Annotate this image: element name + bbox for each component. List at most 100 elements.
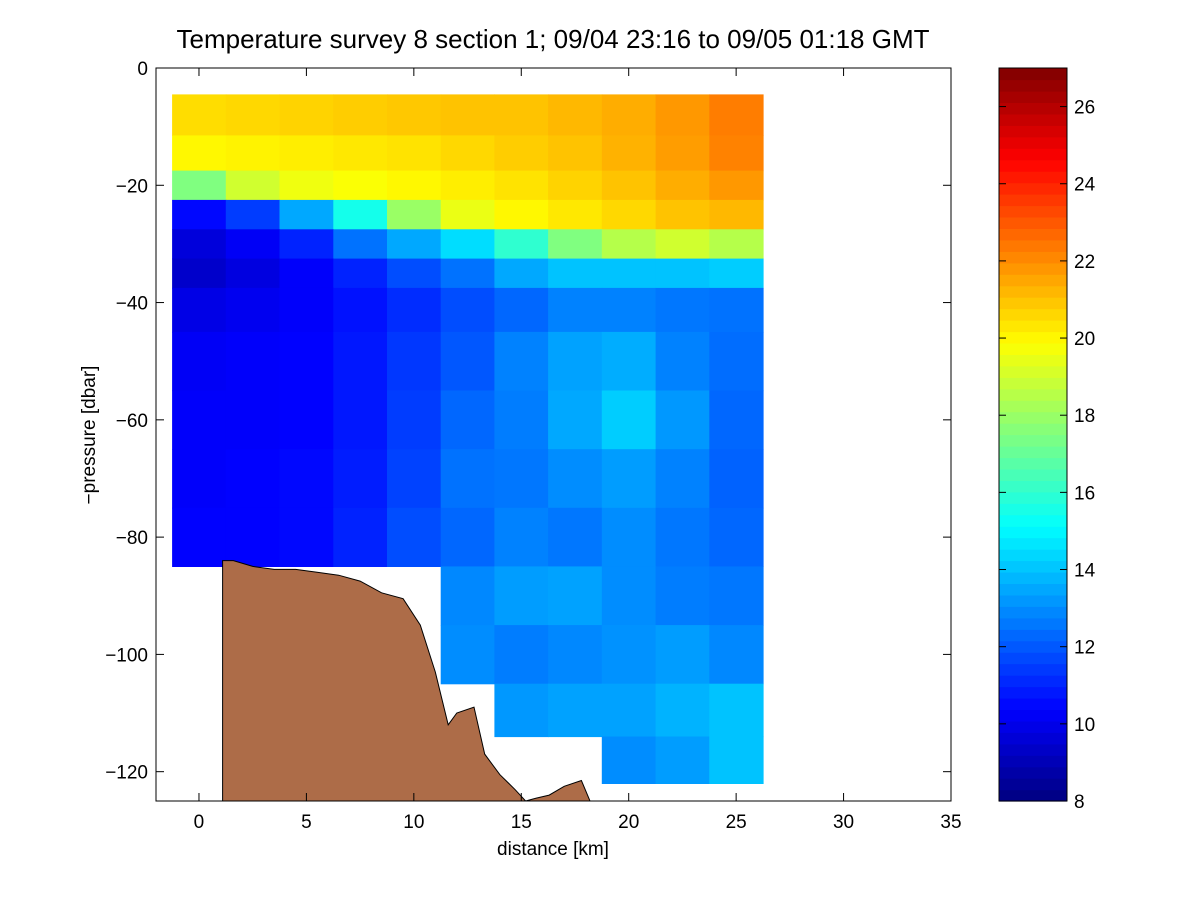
temperature-cell (601, 170, 657, 201)
colorbar-band (999, 652, 1067, 665)
temperature-cell (440, 135, 495, 172)
colorbar-bands (999, 68, 1067, 802)
temperature-cell (601, 566, 657, 626)
chart-title: Temperature survey 8 section 1; 09/04 23… (177, 24, 930, 54)
temperature-cell (655, 94, 710, 136)
temperature-cell (172, 135, 227, 172)
colorbar-band (999, 136, 1067, 149)
y-axis-ticks: 0 −20 −40 −60 −80 −100 −120 (105, 59, 951, 784)
colorbar-band (999, 697, 1067, 710)
temperature-cell (387, 287, 442, 333)
colorbar-band (999, 766, 1067, 779)
colorbar-band (999, 228, 1067, 241)
colorbar-band (999, 297, 1067, 310)
colorbar-band (999, 68, 1067, 81)
colorbar-band (999, 102, 1067, 115)
temperature-cell (387, 229, 442, 260)
x-axis-ticks: 0 5 10 15 20 25 30 35 (194, 68, 962, 833)
temperature-cell (601, 229, 657, 260)
colorbar-band (999, 308, 1067, 321)
colorbar-band (999, 423, 1067, 436)
plot-area: 0 5 10 15 20 25 30 35 0 −20 −40 −60 −80 −100 −120 (105, 59, 961, 833)
colorbar-band (999, 537, 1067, 550)
temperature-cell (225, 199, 281, 230)
temperature-cell (709, 229, 764, 260)
colorbar-band (999, 205, 1067, 218)
temperature-cell (440, 331, 495, 392)
temperature-cell (333, 331, 388, 392)
temperature-cell (709, 390, 764, 450)
temperature-cell (279, 331, 334, 392)
temperature-cell (655, 258, 710, 289)
colorbar-band (999, 743, 1067, 756)
temperature-cell (279, 135, 334, 172)
colorbar-band (999, 755, 1067, 768)
temperature-cell (709, 331, 764, 392)
temperature-cell (548, 199, 603, 230)
temperature-cell (601, 94, 657, 136)
temperature-cell (655, 135, 710, 172)
temperature-cell (172, 390, 227, 450)
temperature-cell (494, 229, 549, 260)
temperature-cell (601, 331, 657, 392)
colorbar-band (999, 594, 1067, 607)
colorbar-band (999, 251, 1067, 264)
colorbar-band (999, 331, 1067, 344)
temperature-cell (655, 287, 710, 333)
temperature-cell (279, 229, 334, 260)
colorbar-band (999, 342, 1067, 355)
temperature-cell (440, 199, 495, 230)
colorbar-band (999, 400, 1067, 413)
temperature-cell (709, 625, 764, 685)
colorbar-band (999, 514, 1067, 527)
temperature-cell (225, 170, 281, 201)
temperature-cell (279, 449, 334, 509)
temperature-cell (333, 507, 388, 567)
temperature-cell (387, 258, 442, 289)
temperature-cell (709, 199, 764, 230)
temperature-cell (494, 170, 549, 201)
x-tick-label: 25 (726, 812, 747, 833)
colorbar-band (999, 491, 1067, 504)
colorbar-band (999, 468, 1067, 481)
colorbar-band (999, 617, 1067, 630)
temperature-cell (172, 94, 227, 136)
y-tick-label: −20 (116, 176, 148, 197)
temperature-cell (333, 390, 388, 450)
temperature-cell (548, 390, 603, 450)
colorbar-band (999, 629, 1067, 642)
temperature-cell (172, 258, 227, 289)
temperature-cell (601, 683, 657, 738)
temperature-cell (279, 390, 334, 450)
colorbar-band (999, 606, 1067, 619)
temperature-cell (440, 507, 495, 567)
y-tick-label: −60 (116, 411, 148, 432)
colorbar-band (999, 789, 1067, 802)
temperature-cell (333, 135, 388, 172)
temperature-cell (440, 287, 495, 333)
temperature-cell (387, 390, 442, 450)
colorbar-band (999, 354, 1067, 367)
temperature-cell (387, 135, 442, 172)
seafloor-layer (222, 560, 591, 801)
temperature-cell (655, 390, 710, 450)
colorbar-frame (998, 67, 1068, 802)
colorbar-band (999, 434, 1067, 447)
temperature-cell (387, 507, 442, 567)
temperature-cell (655, 566, 710, 626)
temperature-cell (709, 566, 764, 626)
temperature-cell (601, 449, 657, 509)
temperature-cell (387, 94, 442, 136)
temperature-cell (601, 258, 657, 289)
temperature-cell (494, 625, 549, 685)
x-tick-label: 5 (301, 812, 312, 833)
temperature-cell (172, 331, 227, 392)
y-tick-label: −40 (116, 294, 148, 315)
temperature-cell (601, 736, 657, 784)
temperature-cell (494, 390, 549, 450)
temperature-cell (279, 199, 334, 230)
temperature-cell (440, 625, 495, 685)
colorbar-band (999, 411, 1067, 424)
temperature-cell (333, 170, 388, 201)
